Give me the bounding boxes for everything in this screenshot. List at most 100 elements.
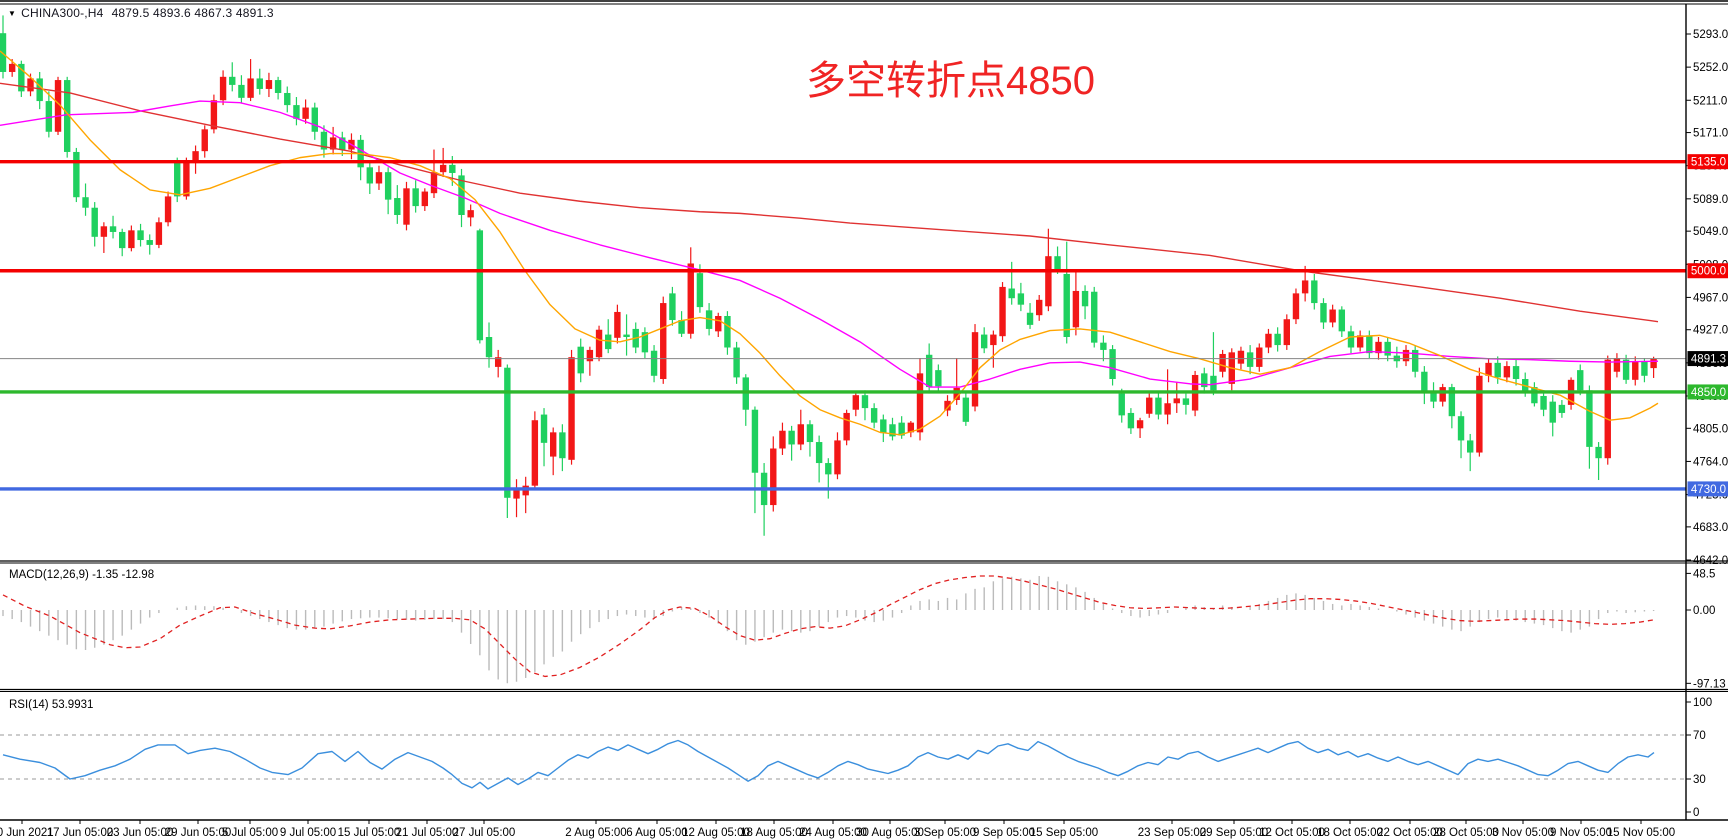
level-badge-5000.0-bg	[1687, 263, 1728, 279]
candle-body	[1081, 290, 1089, 307]
time-tick-label[interactable]: 29 Jun 05:00	[165, 827, 232, 839]
candle-body	[1109, 349, 1116, 380]
price-tick-label: 5293.0	[1693, 29, 1728, 41]
candle-body	[916, 373, 924, 433]
candle-body	[1311, 280, 1318, 304]
candle-body	[1512, 366, 1520, 380]
time-tick-label[interactable]: 15 Jul 05:00	[338, 827, 401, 839]
time-tick-label[interactable]: 9 Nov 05:00	[1550, 827, 1612, 839]
time-tick-label[interactable]: 3 Nov 05:00	[1492, 827, 1554, 839]
time-tick-label[interactable]: 22 Oct 05:00	[1377, 827, 1443, 839]
candle-body	[256, 78, 263, 89]
time-tick-label[interactable]: 23 Jun 05:00	[107, 827, 174, 839]
candle-body	[623, 334, 630, 337]
ohlc-readout: 4879.5 4893.6 4867.3 4891.3	[111, 6, 274, 20]
candle-body	[18, 63, 25, 92]
time-tick-label[interactable]: 30 Aug 05:00	[856, 827, 924, 839]
candle-body	[1274, 333, 1281, 346]
candle-body	[1347, 331, 1355, 348]
candle-body	[1155, 397, 1162, 415]
candle-body	[898, 422, 905, 436]
time-tick-label[interactable]: 18 Oct 05:00	[1317, 827, 1383, 839]
candle-body	[1650, 358, 1657, 369]
candle-body	[1366, 335, 1373, 354]
candle-body	[907, 422, 915, 433]
time-tick-label[interactable]: 3 Sep 05:00	[914, 827, 976, 839]
candle-body	[733, 347, 740, 378]
candle-body	[614, 311, 621, 338]
candle-body	[1054, 256, 1061, 270]
candle-body	[962, 397, 970, 422]
time-tick-label[interactable]: 21 Jul 05:00	[396, 827, 459, 839]
candle-body	[73, 151, 80, 198]
time-tick-label[interactable]: 10 Jun 2021	[0, 827, 54, 839]
candle-body	[164, 196, 172, 223]
candle-body	[925, 354, 933, 388]
candle-body	[550, 432, 557, 457]
time-tick-label[interactable]: 12 Aug 05:00	[682, 827, 750, 839]
candle-body	[320, 131, 328, 150]
candle-body	[715, 315, 722, 332]
time-tick-label[interactable]: 5 Jul 05:00	[222, 827, 278, 839]
candle-body	[100, 226, 108, 237]
time-tick-label[interactable]: 15 Sep 05:00	[1030, 827, 1098, 839]
ma-fast-orange-line	[0, 50, 1659, 436]
time-tick-label[interactable]: 6 Aug 05:00	[626, 827, 687, 839]
price-tick-label: 4967.0	[1693, 292, 1728, 304]
time-tick-label[interactable]: 23 Sep 05:00	[1138, 827, 1206, 839]
candle-body	[788, 430, 795, 445]
time-tick-label[interactable]: 12 Oct 05:00	[1259, 827, 1325, 839]
candle-body	[1448, 387, 1456, 417]
candle-body	[1036, 299, 1043, 316]
candle-body	[54, 80, 62, 132]
candle-body	[852, 395, 860, 410]
candle-body	[467, 210, 474, 218]
annotation-text[interactable]: 多空转折点4850	[806, 59, 1095, 103]
candle-body	[1045, 256, 1052, 307]
time-tick-label[interactable]: 27 Jul 05:00	[453, 827, 516, 839]
price-tick-label: 5211.0	[1693, 95, 1727, 107]
candle-body	[109, 226, 117, 232]
time-tick-label[interactable]: 15 Nov 05:00	[1607, 827, 1675, 839]
candle-body	[660, 303, 667, 380]
candle-body	[953, 387, 960, 401]
time-tick-label[interactable]: 24 Aug 05:00	[799, 827, 867, 839]
time-tick-label[interactable]: 9 Sep 05:00	[973, 827, 1035, 839]
level-badge-4730.0-bg	[1687, 481, 1728, 497]
candle-body	[1577, 370, 1584, 391]
candle-body	[1467, 440, 1474, 453]
candle-body	[1237, 350, 1245, 364]
rsi-indicator-label: RSI(14) 53.9931	[9, 699, 94, 711]
rsi-line	[2, 739, 1655, 790]
candle-body	[1411, 349, 1419, 372]
time-tick-label[interactable]: 29 Sep 05:00	[1200, 827, 1268, 839]
time-tick-label[interactable]: 9 Jul 05:00	[280, 827, 336, 839]
candle-body	[274, 80, 282, 93]
time-tick-label[interactable]: 17 Jun 05:00	[47, 827, 114, 839]
candle-body	[311, 107, 318, 132]
candle-body	[174, 160, 181, 197]
candle-body	[889, 424, 896, 437]
rsi-axis-label: 30	[1693, 774, 1706, 786]
candle-body	[1008, 288, 1015, 299]
candle-body	[137, 230, 144, 241]
candle-body	[8, 63, 16, 72]
axis-column-mask	[1686, 0, 1728, 840]
candle-body	[577, 346, 584, 374]
time-tick-label[interactable]: 2 Aug 05:00	[565, 827, 626, 839]
candle-body	[1384, 341, 1391, 356]
time-tick-label[interactable]: 28 Oct 05:00	[1433, 827, 1499, 839]
candle-body	[1595, 446, 1602, 459]
time-tick-label[interactable]: 18 Aug 05:00	[740, 827, 808, 839]
candle-body	[485, 337, 493, 358]
ma-slow-red-line	[0, 82, 1659, 323]
chart-object-marker-icon[interactable]: ▼	[8, 9, 17, 18]
candle-body	[1338, 309, 1346, 332]
candle-body	[1586, 390, 1593, 447]
candle-body	[201, 129, 208, 152]
rsi-axis-label: 0	[1693, 807, 1699, 819]
current-price-badge: 4891.3	[1691, 354, 1726, 366]
price-tick-label: 4642.0	[1693, 555, 1728, 567]
